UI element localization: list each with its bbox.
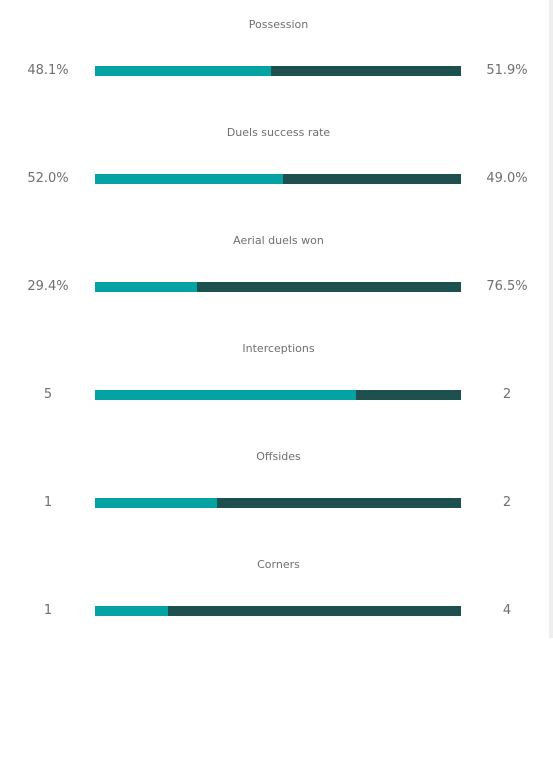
home-bar-segment: [95, 498, 217, 508]
stat-row-duels-success-rate: Duels success rate 52.0% 49.0%: [0, 115, 549, 223]
away-value: 76.5%: [486, 279, 528, 294]
match-stats-panel: Possession 48.1% 51.9% Duels success rat…: [0, 0, 553, 638]
away-bar-segment: [283, 174, 461, 184]
comparison-bar: [95, 282, 461, 292]
away-bar-segment: [168, 606, 461, 616]
home-bar-segment: [95, 282, 197, 292]
away-bar-segment: [356, 390, 461, 400]
stat-row-offsides: Offsides 1 2: [0, 439, 549, 547]
home-value: 48.1%: [27, 63, 69, 78]
away-value: 51.9%: [486, 63, 528, 78]
stat-row-possession: Possession 48.1% 51.9%: [0, 7, 549, 115]
comparison-bar: [95, 606, 461, 616]
stat-label: Offsides: [256, 450, 301, 463]
away-value: 2: [502, 495, 512, 510]
stat-row-interceptions: Interceptions 5 2: [0, 331, 549, 439]
comparison-bar: [95, 66, 461, 76]
away-bar-segment: [216, 498, 461, 508]
away-value: 2: [502, 387, 512, 402]
away-value: 4: [502, 603, 512, 618]
home-bar-segment: [95, 66, 272, 76]
home-value: 29.4%: [27, 279, 69, 294]
away-value: 49.0%: [486, 171, 528, 186]
home-value: 5: [43, 387, 53, 402]
stat-row-corners: Corners 1 4: [0, 547, 549, 655]
away-bar-segment: [271, 66, 461, 76]
stat-label: Aerial duels won: [233, 234, 324, 247]
home-bar-segment: [95, 174, 284, 184]
home-value: 1: [43, 495, 53, 510]
stat-label: Duels success rate: [226, 126, 331, 139]
stat-label: Possession: [248, 18, 309, 31]
scrollbar-track[interactable]: [549, 0, 553, 638]
home-bar-segment: [95, 390, 357, 400]
stat-label: Corners: [257, 558, 300, 571]
home-bar-segment: [95, 606, 169, 616]
stat-label: Interceptions: [242, 342, 315, 355]
comparison-bar: [95, 174, 461, 184]
comparison-bar: [95, 498, 461, 508]
home-value: 52.0%: [27, 171, 69, 186]
comparison-bar: [95, 390, 461, 400]
home-value: 1: [43, 603, 53, 618]
stat-row-aerial-duels-won: Aerial duels won 29.4% 76.5%: [0, 223, 549, 331]
away-bar-segment: [196, 282, 461, 292]
